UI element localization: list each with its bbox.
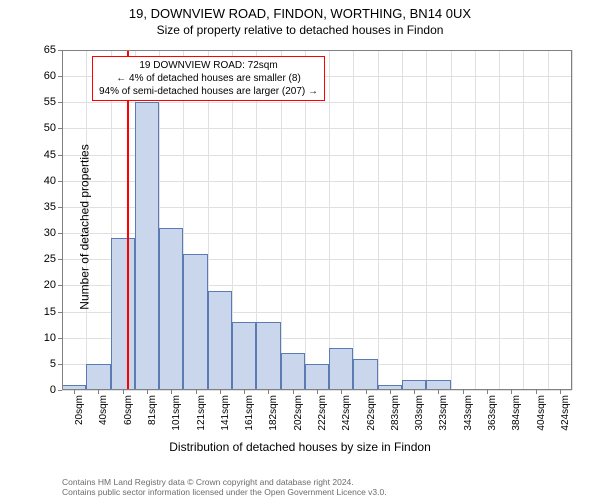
plot-border [62, 50, 572, 390]
x-tick-mark [536, 390, 537, 394]
chart-title: 19, DOWNVIEW ROAD, FINDON, WORTHING, BN1… [0, 0, 600, 21]
y-tick-label: 65 [26, 44, 56, 56]
x-tick-mark [341, 390, 342, 394]
x-tick-label: 202sqm [293, 395, 304, 440]
x-tick-label: 81sqm [147, 395, 158, 440]
y-tick-label: 35 [26, 201, 56, 213]
x-tick-label: 404sqm [536, 395, 547, 440]
y-tick-mark [58, 259, 62, 260]
y-tick-label: 60 [26, 70, 56, 82]
x-tick-label: 363sqm [487, 395, 498, 440]
y-tick-mark [58, 76, 62, 77]
annotation-box: 19 DOWNVIEW ROAD: 72sqm ← 4% of detached… [92, 56, 325, 101]
y-tick-label: 5 [26, 358, 56, 370]
y-tick-mark [58, 338, 62, 339]
y-tick-label: 10 [26, 332, 56, 344]
y-tick-mark [58, 285, 62, 286]
y-tick-label: 40 [26, 175, 56, 187]
x-tick-mark [196, 390, 197, 394]
y-axis-label: Number of detached properties [78, 144, 92, 309]
footer-attribution: Contains HM Land Registry data © Crown c… [62, 477, 387, 498]
x-tick-mark [293, 390, 294, 394]
x-tick-mark [244, 390, 245, 394]
x-tick-mark [317, 390, 318, 394]
x-tick-label: 101sqm [171, 395, 182, 440]
x-tick-label: 40sqm [98, 395, 109, 440]
gridline-v [572, 50, 573, 390]
annotation-line-2: ← 4% of detached houses are smaller (8) [99, 72, 318, 85]
chart-container: 19, DOWNVIEW ROAD, FINDON, WORTHING, BN1… [0, 0, 600, 500]
x-tick-label: 20sqm [74, 395, 85, 440]
x-tick-mark [74, 390, 75, 394]
y-tick-label: 50 [26, 122, 56, 134]
x-tick-mark [123, 390, 124, 394]
x-tick-label: 343sqm [463, 395, 474, 440]
y-tick-mark [58, 207, 62, 208]
annotation-line-1: 19 DOWNVIEW ROAD: 72sqm [99, 59, 318, 72]
y-tick-mark [58, 364, 62, 365]
y-tick-label: 45 [26, 149, 56, 161]
footer-line-1: Contains HM Land Registry data © Crown c… [62, 477, 387, 488]
x-axis-label: Distribution of detached houses by size … [0, 440, 600, 454]
plot-area: 19 DOWNVIEW ROAD: 72sqm ← 4% of detached… [62, 50, 572, 390]
x-tick-mark [147, 390, 148, 394]
x-tick-mark [268, 390, 269, 394]
x-tick-mark [98, 390, 99, 394]
x-tick-label: 222sqm [317, 395, 328, 440]
x-tick-label: 182sqm [268, 395, 279, 440]
x-tick-label: 141sqm [220, 395, 231, 440]
y-tick-mark [58, 50, 62, 51]
chart-subtitle: Size of property relative to detached ho… [0, 21, 600, 37]
y-tick-label: 55 [26, 96, 56, 108]
x-tick-label: 161sqm [244, 395, 255, 440]
x-tick-mark [220, 390, 221, 394]
x-tick-label: 242sqm [341, 395, 352, 440]
y-tick-label: 20 [26, 279, 56, 291]
y-tick-label: 15 [26, 306, 56, 318]
y-tick-mark [58, 128, 62, 129]
x-tick-label: 303sqm [414, 395, 425, 440]
y-tick-label: 25 [26, 253, 56, 265]
y-tick-mark [58, 312, 62, 313]
x-tick-mark [487, 390, 488, 394]
y-tick-mark [58, 233, 62, 234]
x-tick-mark [438, 390, 439, 394]
x-tick-mark [511, 390, 512, 394]
x-tick-mark [390, 390, 391, 394]
y-tick-label: 30 [26, 227, 56, 239]
x-tick-label: 262sqm [366, 395, 377, 440]
x-tick-label: 424sqm [560, 395, 571, 440]
x-tick-label: 384sqm [511, 395, 522, 440]
x-tick-mark [414, 390, 415, 394]
x-tick-label: 283sqm [390, 395, 401, 440]
y-tick-mark [58, 102, 62, 103]
annotation-line-3: 94% of semi-detached houses are larger (… [99, 85, 318, 98]
y-tick-mark [58, 181, 62, 182]
x-tick-mark [463, 390, 464, 394]
footer-line-2: Contains public sector information licen… [62, 487, 387, 498]
y-tick-mark [58, 390, 62, 391]
x-tick-mark [560, 390, 561, 394]
x-tick-label: 60sqm [123, 395, 134, 440]
y-tick-label: 0 [26, 384, 56, 396]
x-tick-mark [171, 390, 172, 394]
x-tick-label: 323sqm [438, 395, 449, 440]
x-tick-label: 121sqm [196, 395, 207, 440]
x-tick-mark [366, 390, 367, 394]
y-tick-mark [58, 155, 62, 156]
